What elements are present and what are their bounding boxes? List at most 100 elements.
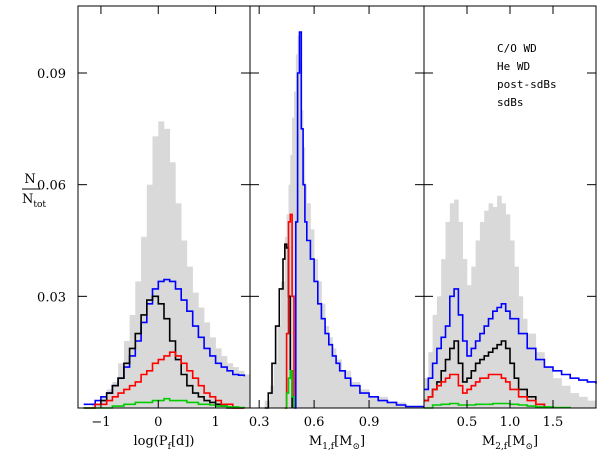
shaded-bar [303, 147, 306, 408]
series-post-sdbs-m1 [284, 213, 295, 409]
shaded-bar [432, 314, 438, 408]
shaded-bar [232, 367, 239, 408]
shaded-bar [310, 229, 315, 408]
shaded-bar [475, 240, 481, 408]
shaded-bar [192, 292, 199, 408]
ylabel-denominator-sub: tot [33, 200, 46, 210]
y-axis-label: N Ntot [22, 172, 46, 210]
shaded-bar [479, 221, 485, 408]
shaded-bar [341, 370, 352, 408]
shaded-bar [501, 203, 506, 408]
shaded-bar [273, 363, 278, 408]
xlabel-m2: M2,f[M⊙] [482, 434, 538, 450]
shaded-bar [369, 396, 388, 408]
panel-period: 0.03 0.06 0.09 −1 0 1 log(Pf[d]) [37, 5, 251, 450]
shaded-bar [514, 266, 519, 408]
shaded-bar [522, 318, 528, 408]
x-tick-label: 1 [211, 415, 219, 430]
shaded-bar [467, 285, 472, 408]
shaded-bar [328, 337, 333, 408]
shaded-bar [270, 385, 275, 408]
x-tick-label: 0.9 [359, 415, 380, 430]
series-post-sdbs-period [83, 351, 245, 409]
series-he-wd-m1 [264, 243, 293, 409]
shaded-bar [281, 281, 286, 408]
shaded-bar [169, 162, 176, 408]
shaded-bar [304, 184, 307, 408]
shaded-bar [238, 370, 245, 408]
shaded-bar [284, 236, 287, 408]
shaded-bar [350, 381, 361, 408]
shaded-bar [306, 203, 311, 408]
xlabel-m1: M1,f[M⊙] [309, 434, 365, 450]
shaded-bar [164, 128, 170, 409]
xlabel-period: log(Pf[d]) [133, 434, 194, 450]
shaded-bar [527, 333, 537, 408]
y-tick-label: 0.09 [37, 67, 66, 82]
shaded-bar [359, 389, 370, 408]
x-tick-label: −1 [91, 415, 110, 430]
legend-entry-co-wd: C/O WD [497, 42, 537, 55]
shaded-bar [332, 348, 337, 408]
shaded-bar [510, 240, 515, 408]
shaded-bar [321, 303, 326, 408]
shaded-bar [198, 307, 205, 408]
shaded-bar [244, 374, 251, 408]
shaded-bar [286, 214, 289, 408]
shaded-bar [424, 378, 429, 408]
shaded-bar [297, 35, 300, 409]
shaded-bar [454, 199, 459, 408]
shaded-bar [221, 355, 228, 408]
x-tick-label: 0.3 [249, 415, 270, 430]
shaded-bar [518, 296, 524, 408]
shaded-bar [129, 314, 136, 408]
shaded-bar [227, 363, 234, 408]
shaded-bar [325, 326, 330, 408]
series-he-wd-period [83, 295, 245, 409]
shaded-bar [295, 54, 298, 409]
legend: C/O WD He WD post-sdBs sdBs [497, 42, 557, 109]
shaded-bar [317, 281, 322, 408]
shaded-bar [449, 203, 455, 408]
shaded-bar [578, 396, 588, 408]
shaded-bar [301, 110, 304, 408]
shaded-bar [106, 389, 113, 408]
y-tick-label: 0.03 [37, 290, 66, 305]
panel-m2: 0.5 1.0 1.5 M2,f[M⊙] [423, 5, 597, 450]
series-post-sdbs-m2 [424, 373, 546, 408]
shaded-bar [535, 352, 545, 408]
shaded-bar [112, 381, 119, 408]
y-tick-label: 0.06 [37, 179, 66, 194]
series-sdbs-period [83, 397, 246, 409]
shaded-bar [436, 296, 442, 408]
shaded-bar [277, 326, 282, 408]
panels: 0.03 0.06 0.09 −1 0 1 log(Pf[d]) 0.3 0.6 0.9 M1,f[… [37, 5, 597, 450]
shaded-bar [497, 195, 502, 408]
shaded-bar [488, 203, 494, 408]
shaded-bar [561, 385, 571, 408]
shaded-bar [92, 404, 102, 408]
shaded-bar [544, 367, 554, 408]
shaded-bar [587, 400, 597, 408]
ylabel-denominator: Ntot [22, 192, 46, 210]
shaded-bar [570, 393, 580, 408]
shaded-bar [146, 184, 153, 408]
panel-m1: 0.3 0.6 0.9 M1,f[M⊙] [249, 5, 425, 450]
ylabel-numerator: N [24, 172, 35, 187]
x-tick-label: 1.0 [500, 415, 521, 430]
shaded-bar [215, 348, 222, 408]
legend-entry-sdbs: sdBs [497, 96, 524, 109]
shaded-bar [462, 259, 468, 408]
shaded-bar [314, 259, 319, 408]
shaded-bar [445, 221, 451, 408]
series-he-wd-m2 [424, 340, 546, 408]
shaded-bar [204, 322, 211, 408]
shaded-bar [181, 240, 188, 408]
shaded-bar [100, 396, 107, 408]
shaded-bar [175, 203, 182, 408]
series-c-o-wd-m2 [424, 288, 597, 391]
shaded-bar [209, 337, 216, 408]
x-tick-label: 0.5 [457, 415, 478, 430]
shaded-bar [123, 341, 130, 408]
